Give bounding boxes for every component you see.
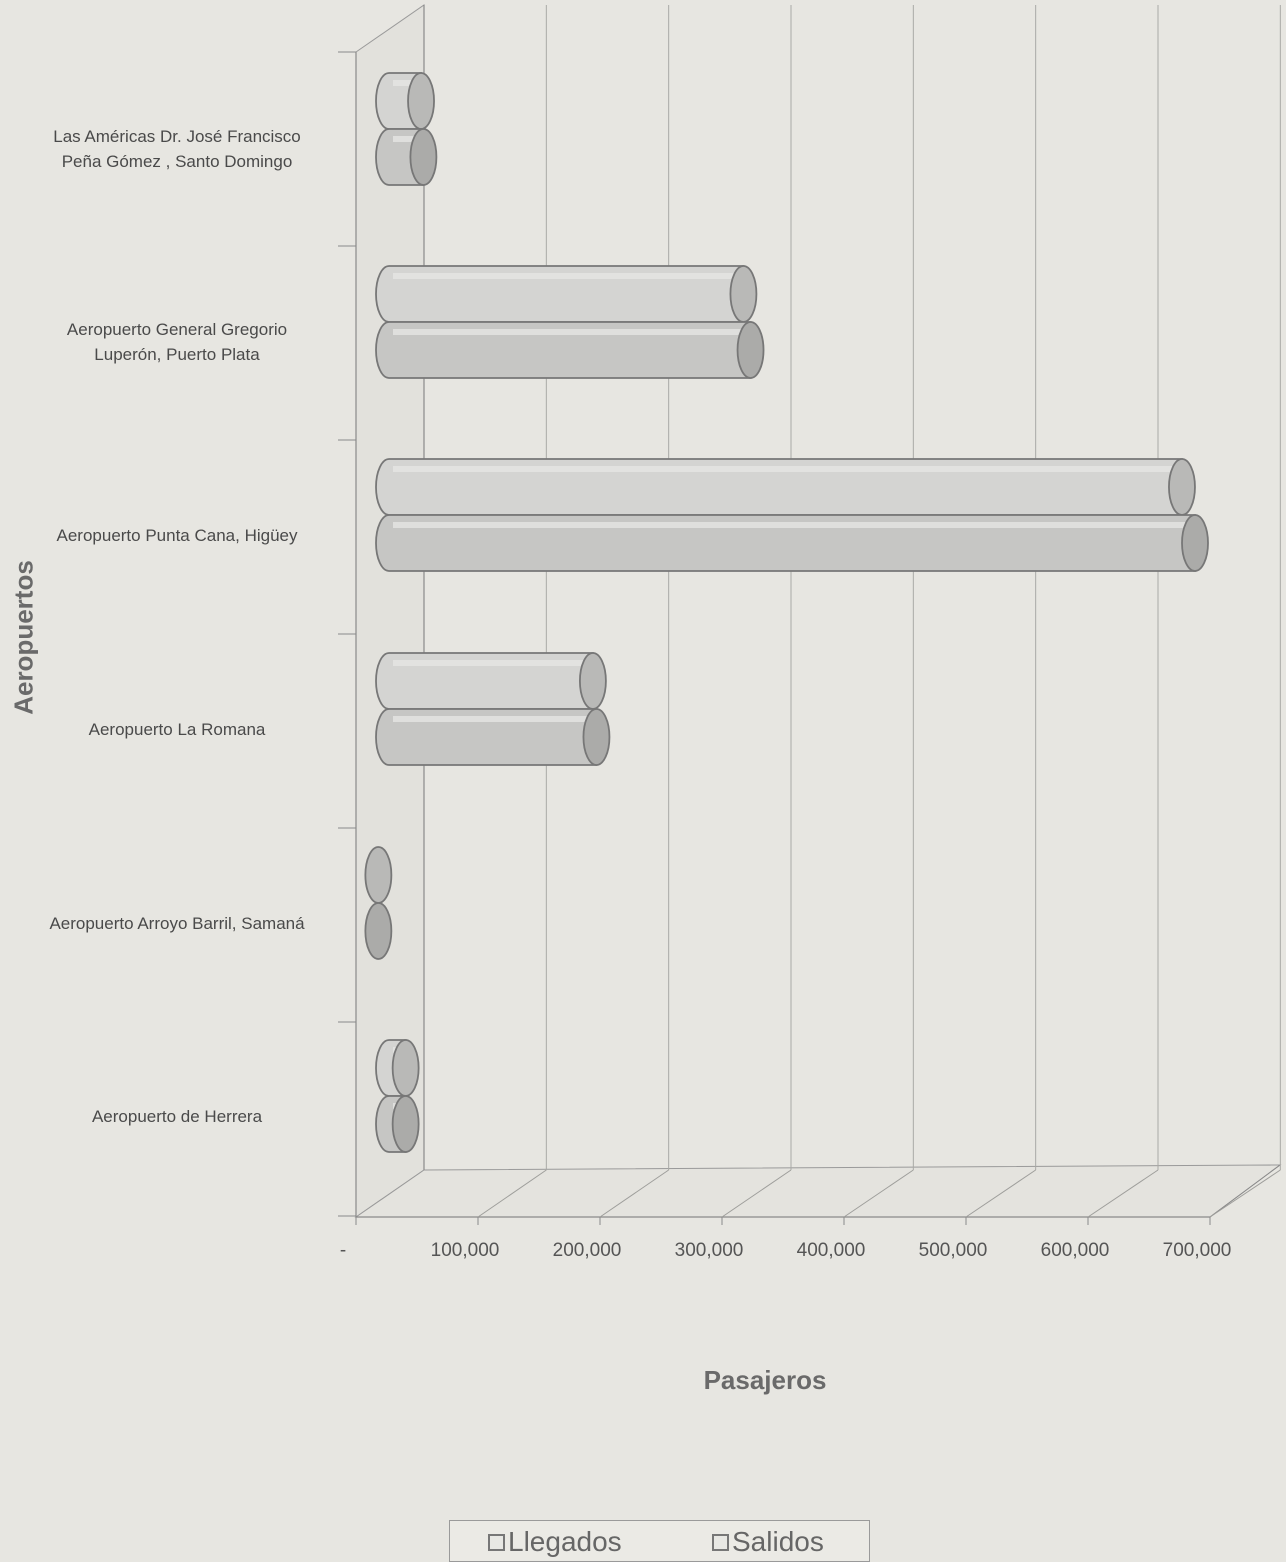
cylinder-cap <box>582 708 611 766</box>
floor-line-5 <box>965 1169 1036 1218</box>
bar-salidos-2 <box>375 514 1209 572</box>
legend-swatch-salidos <box>712 1533 729 1551</box>
legend-swatch-llegados <box>488 1533 505 1551</box>
bar-llegados-3 <box>375 652 607 710</box>
cylinder-cap <box>729 265 758 323</box>
x-tick-label-3: 300,000 <box>674 1240 744 1261</box>
cylinder-cap <box>1181 514 1209 572</box>
bar-salidos-0 <box>375 128 438 186</box>
y-axis-title: Aeropuertos <box>8 560 39 715</box>
cylinder-cap <box>1168 458 1196 516</box>
floor-right-edge <box>1209 1164 1281 1218</box>
legend-item-llegados: Llegados <box>488 1527 622 1557</box>
x-tick-label-0: - <box>339 1240 347 1261</box>
bar-salidos-5 <box>375 1095 420 1153</box>
floor-line-6 <box>1087 1169 1159 1218</box>
x-tick-label-4: 400,000 <box>796 1240 866 1261</box>
bar-llegados-0 <box>375 72 435 130</box>
cylinder-cap <box>407 72 435 130</box>
legend-item-salidos: Salidos <box>712 1527 824 1557</box>
left-wall <box>355 4 425 1218</box>
bar-salidos-1 <box>375 321 765 379</box>
x-tick-label-1: 100,000 <box>430 1240 500 1261</box>
category-label-0: Las Américas Dr. José Francisco Peña Góm… <box>53 127 301 171</box>
category-label-4: Aeropuerto Arroyo Barril, Samaná <box>49 913 305 933</box>
category-label-1: Aeropuerto General Gregorio Luperón, Pue… <box>66 320 288 364</box>
x-axis-title: Pasajeros <box>703 1365 827 1395</box>
category-label-5: Aeropuerto de Herrera <box>91 1106 263 1126</box>
cylinder-body <box>375 321 752 379</box>
cylinder-cap <box>364 846 393 904</box>
x-tick-label-5: 500,000 <box>918 1240 988 1261</box>
bar-salidos-3 <box>375 708 611 766</box>
x-tick-label-2: 200,000 <box>552 1240 622 1261</box>
floor-line-1 <box>477 1169 547 1218</box>
cylinder-body <box>375 708 598 766</box>
floor-line-7 <box>1209 1169 1281 1218</box>
cylinder-cap <box>578 652 607 710</box>
cylinder-cap <box>364 902 393 960</box>
floor-line-4 <box>843 1169 914 1218</box>
legend-label-llegados: Llegados <box>508 1526 622 1557</box>
bar-llegados-5 <box>375 1039 420 1097</box>
category-label-2: Aeropuerto Punta Cana, Higüey <box>56 525 298 545</box>
bar-llegados-1 <box>375 265 758 323</box>
x-tick-label-7: 700,000 <box>1162 1240 1232 1261</box>
bar-llegados-2 <box>375 458 1196 516</box>
bar-llegados-4 <box>364 846 393 904</box>
floor-line-3 <box>721 1169 792 1218</box>
cylinder-cap <box>736 321 765 379</box>
legend: Llegados Salidos <box>449 1520 870 1562</box>
bar-salidos-4 <box>364 902 393 960</box>
legend-label-salidos: Salidos <box>732 1526 824 1557</box>
floor <box>354 1164 1282 1218</box>
cylinder-cap <box>391 1095 420 1153</box>
floor-line-2 <box>599 1169 669 1218</box>
cylinder-cap <box>391 1039 420 1097</box>
cylinder-body <box>375 514 1196 572</box>
cylinder-cap <box>409 128 438 186</box>
x-tick-label-6: 600,000 <box>1040 1240 1110 1261</box>
category-label-3: Aeropuerto La Romana <box>88 719 266 739</box>
